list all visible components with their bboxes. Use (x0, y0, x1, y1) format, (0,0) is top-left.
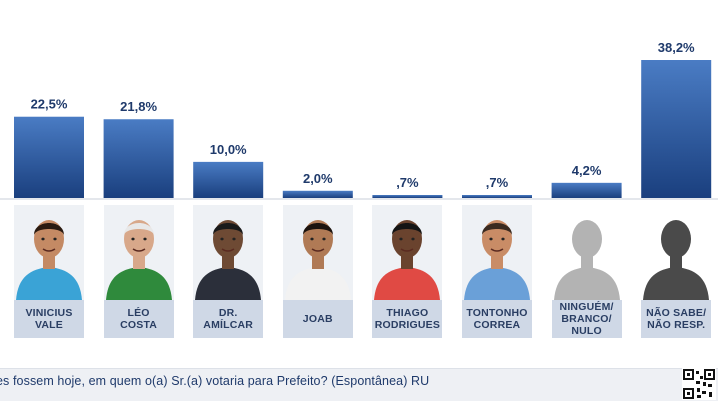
value-label-6: 4,2% (572, 163, 602, 178)
value-label-3: 2,0% (303, 171, 333, 186)
ninguem-silhouette (551, 205, 622, 300)
value-label-1: 21,8% (120, 99, 157, 114)
bar-4 (372, 195, 443, 198)
value-label-5: ,7% (486, 175, 509, 190)
category-label-2: DR. AMÍLCAR (193, 300, 264, 338)
leo-costa-photo (103, 205, 174, 300)
category-label-0: VINICIUS VALE (14, 300, 84, 338)
qr-code-icon (682, 368, 716, 400)
category-label-3: JOAB (282, 300, 353, 338)
bar-5 (462, 195, 532, 198)
survey-question: es fossem hoje, em quem o(a) Sr.(a) vota… (0, 374, 430, 388)
category-label-4: THIAGO RODRIGUES (372, 300, 443, 338)
value-label-4: ,7% (396, 175, 419, 190)
value-label-2: 10,0% (210, 142, 247, 157)
thiago-rodrigues-photo (372, 205, 443, 300)
bar-chart: 22,5% 21,8% 10,0% 2,0% ,7% ,7% 4,2% 38,2% (0, 40, 718, 200)
value-label-0: 22,5% (31, 97, 68, 112)
dr-amilcar-photo (193, 205, 264, 300)
category-label-7: NÃO SABE/ NÃO RESP. (641, 300, 712, 338)
bar-7 (641, 60, 712, 198)
vinicius-vale-photo (14, 205, 84, 300)
category-label-1: LÉO COSTA (103, 300, 174, 338)
tontonho-correa-photo (462, 205, 532, 300)
category-label-6: NINGUÉM/ BRANCO/ NULO (551, 300, 622, 338)
nao-sabe-silhouette (641, 205, 712, 300)
bar-2 (193, 161, 264, 198)
value-label-7: 38,2% (658, 40, 695, 55)
footer-bar (0, 368, 718, 401)
bar-0 (14, 116, 84, 198)
bar-3 (282, 190, 353, 198)
joab-photo (282, 205, 353, 300)
category-label-5: TONTONHO CORREA (462, 300, 532, 338)
bar-1 (103, 119, 174, 198)
bar-6 (551, 182, 622, 198)
